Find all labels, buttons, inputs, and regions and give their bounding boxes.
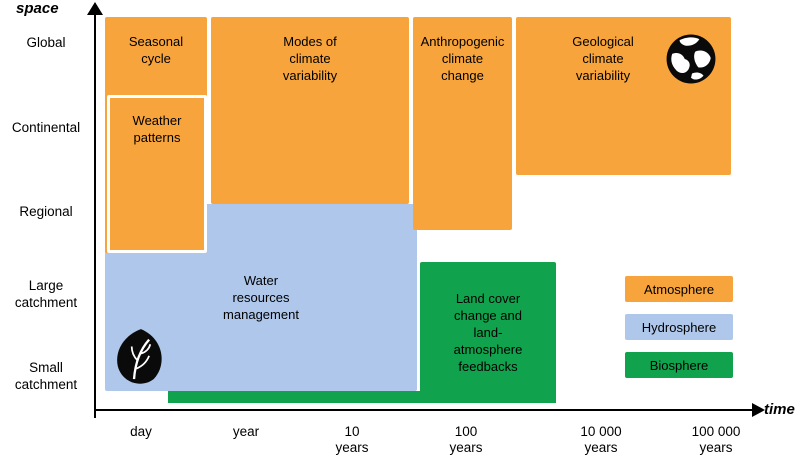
x-tick-year: year [232, 424, 260, 439]
y-tick-regional: Regional [19, 204, 73, 219]
x-tick-100-years: 100 years [449, 424, 483, 455]
x-axis-line [94, 409, 754, 411]
box-weather-patterns: Weather patterns [107, 95, 207, 253]
x-axis-arrow [752, 403, 765, 417]
box-label: Land cover change and land- atmosphere f… [453, 291, 523, 374]
earth-icon [665, 33, 717, 85]
y-tick-small-catchment: Small catchment [14, 360, 78, 392]
legend-label: Biosphere [649, 357, 709, 373]
x-tick-100000-years: 100 000 years [691, 424, 741, 455]
box-label: Geological climate variability [572, 34, 634, 83]
y-axis-line [94, 14, 96, 418]
box-modes-of-climate-variability: Modes of climate variability [211, 17, 409, 204]
x-tick-10000-years: 10 000 years [580, 424, 622, 455]
x-tick-day: day [130, 424, 152, 439]
leaf-icon [112, 328, 170, 386]
x-tick-10-years: 10 years [335, 424, 369, 455]
box-label: Water resources management [223, 273, 299, 322]
box-geological-climate-variability: Geological climate variability [516, 17, 731, 175]
time-axis-label: time [764, 401, 795, 418]
box-label: Seasonal cycle [128, 34, 184, 66]
box-anthropogenic-climate-change: Anthropogenic climate change [413, 17, 512, 230]
box-label: Modes of climate variability [282, 34, 338, 83]
y-axis-arrow [87, 2, 103, 15]
y-tick-large-catchment: Large catchment [14, 278, 78, 310]
y-tick-global: Global [26, 35, 66, 50]
legend-item-hydrosphere: Hydrosphere [625, 314, 733, 340]
box-land-cover-feedbacks: Land cover change and land- atmosphere f… [420, 262, 556, 403]
legend-item-atmosphere: Atmosphere [625, 276, 733, 302]
box-label: Anthropogenic climate change [420, 34, 505, 83]
legend-label: Atmosphere [643, 281, 715, 297]
legend-item-biosphere: Biosphere [625, 352, 733, 378]
legend-label: Hydrosphere [641, 319, 717, 335]
box-label: Weather patterns [132, 113, 182, 145]
space-axis-label: space [16, 0, 59, 17]
y-tick-continental: Continental [11, 120, 81, 135]
